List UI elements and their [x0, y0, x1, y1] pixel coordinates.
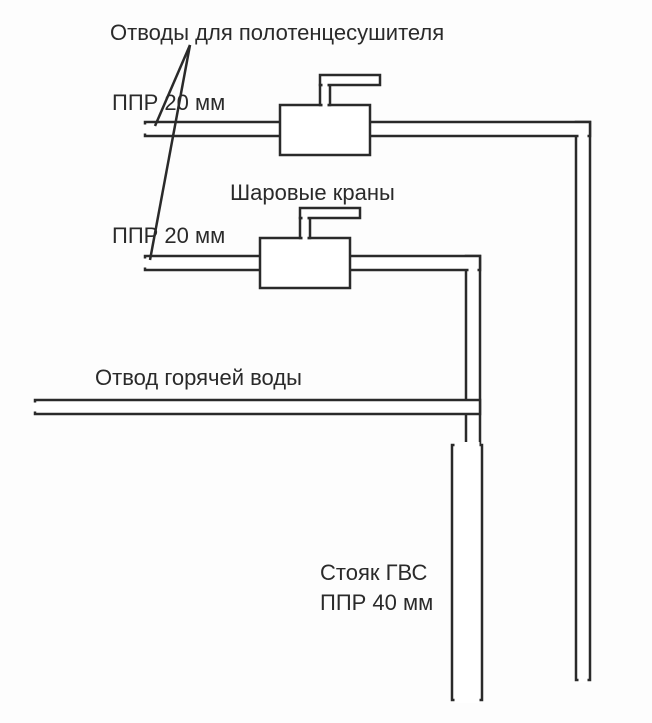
valve-top-stem-mask: [323, 103, 328, 107]
riser-open-bottom: [455, 697, 480, 703]
label-riser-1: Стояк ГВС: [320, 560, 427, 585]
valve-top-stem: [320, 85, 330, 105]
pipe2-join-mask: [469, 259, 478, 273]
pipe2-vertical: [466, 256, 480, 445]
label-ball-valves: Шаровые краны: [230, 180, 395, 205]
pipe2-open-left: [143, 259, 149, 268]
valve-bottom-stem: [300, 218, 310, 238]
pipe1-vertical: [576, 122, 590, 680]
label-hot-water-outlet: Отвод горячей воды: [95, 365, 302, 390]
valve-top-handle: [320, 75, 380, 85]
valve-top-handle-mask: [323, 83, 328, 87]
riser-pipe2-join: [469, 443, 478, 449]
valve-bottom-stem-mask: [303, 236, 308, 240]
pipe1-join-mask: [579, 125, 588, 139]
label-ppr20-top: ППР 20 мм: [112, 90, 225, 115]
valve-bottom-handle: [300, 208, 360, 218]
pipe3-horizontal: [35, 400, 480, 414]
label-ppr20-bottom: ППР 20 мм: [112, 223, 225, 248]
valve-bottom-inner: [263, 241, 348, 286]
pipe1-open-left: [143, 125, 149, 134]
riser: [452, 445, 482, 700]
valve-top-inner: [283, 108, 368, 153]
label-towel-outlets: Отводы для полотенцесушителя: [110, 20, 444, 45]
pipe3-open-left: [33, 403, 39, 412]
valve-bottom-handle-mask: [303, 216, 308, 220]
label-riser-2: ППР 40 мм: [320, 590, 433, 615]
pipe1-open-bottom: [579, 677, 588, 683]
